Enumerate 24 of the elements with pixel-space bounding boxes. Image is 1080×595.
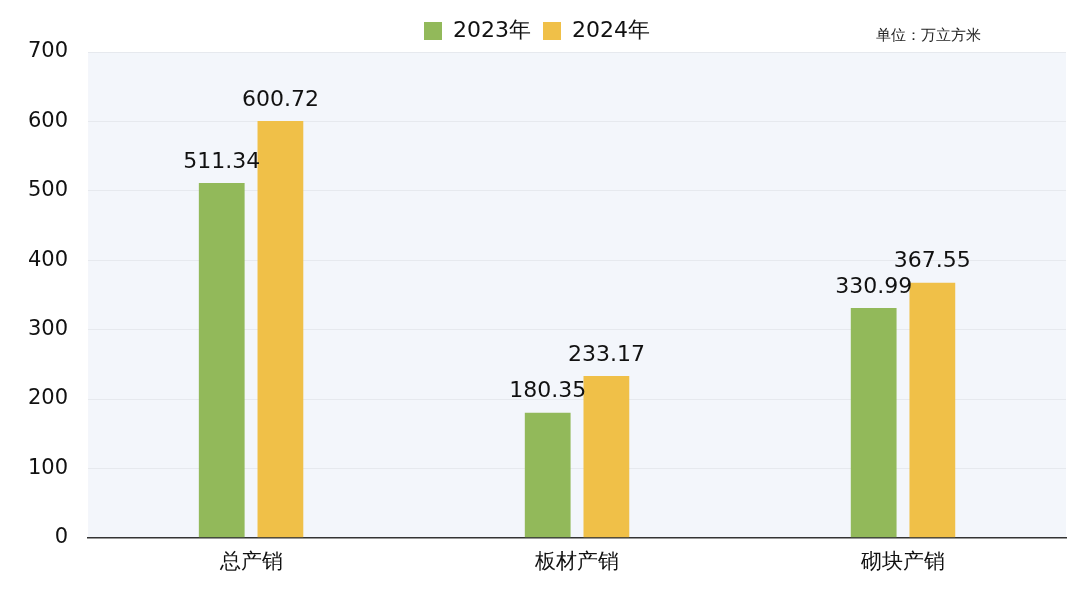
data-label: 367.55 <box>893 247 971 273</box>
bar <box>524 412 571 538</box>
y-tick-label: 500 <box>27 177 69 202</box>
bar <box>198 182 245 538</box>
data-label: 233.17 <box>567 340 645 366</box>
y-tick-label: 100 <box>27 454 69 479</box>
bar <box>850 308 897 538</box>
bar <box>257 120 304 538</box>
x-tick-label: 板材产销 <box>534 548 620 573</box>
x-tick-label: 砌块产销 <box>860 548 946 573</box>
y-tick-label: 700 <box>27 38 69 63</box>
bar <box>583 375 630 538</box>
text: 单位：万立方米 <box>876 26 981 45</box>
x-tick-label: 总产销 <box>218 548 283 573</box>
data-label: 600.72 <box>241 85 319 111</box>
bar <box>909 282 956 538</box>
y-tick-label: 200 <box>27 385 69 410</box>
data-label: 330.99 <box>835 272 913 298</box>
y-tick-label: 600 <box>27 107 69 132</box>
legend-label: 2023年 <box>453 16 532 42</box>
y-tick-label: 0 <box>54 524 69 549</box>
legend-label: 2024年 <box>572 16 650 42</box>
y-tick-label: 300 <box>27 316 69 341</box>
y-tick-label: 400 <box>27 246 69 271</box>
